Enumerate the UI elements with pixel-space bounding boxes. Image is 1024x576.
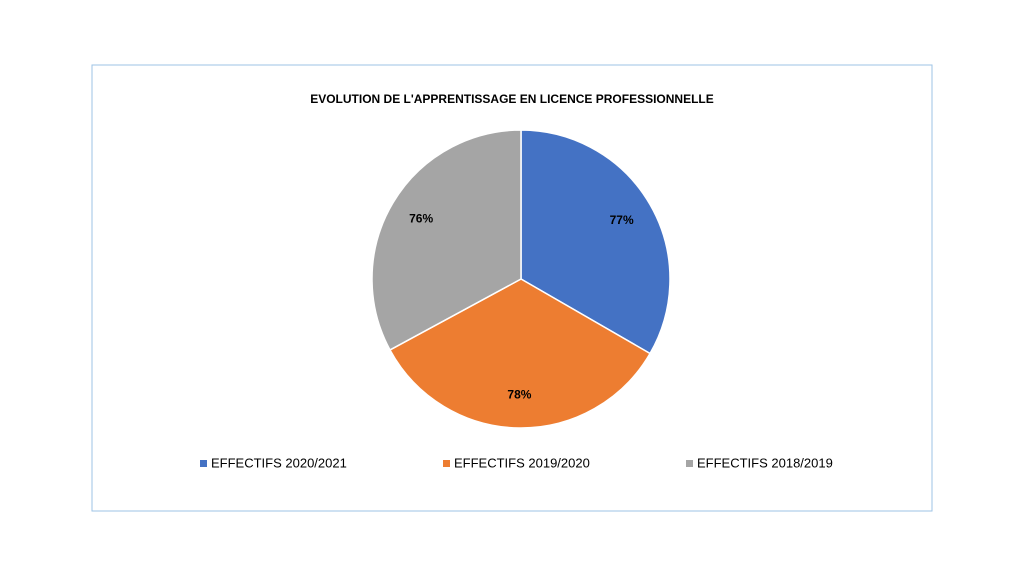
chart-title: EVOLUTION DE L'APPRENTISSAGE EN LICENCE …	[310, 92, 714, 106]
pie-slice	[388, 278, 652, 429]
data-label: 77%	[610, 213, 634, 227]
pie-slice	[371, 129, 522, 351]
legend-marker	[443, 460, 450, 467]
legend-marker	[686, 460, 693, 467]
legend-label: EFFECTIFS 2019/2020	[454, 455, 590, 470]
data-label: 78%	[507, 387, 531, 401]
legend-marker	[200, 460, 207, 467]
pie-slice	[520, 129, 671, 355]
legend-label: EFFECTIFS 2020/2021	[211, 455, 347, 470]
data-label: 76%	[409, 212, 433, 226]
legend-label: EFFECTIFS 2018/2019	[697, 455, 833, 470]
